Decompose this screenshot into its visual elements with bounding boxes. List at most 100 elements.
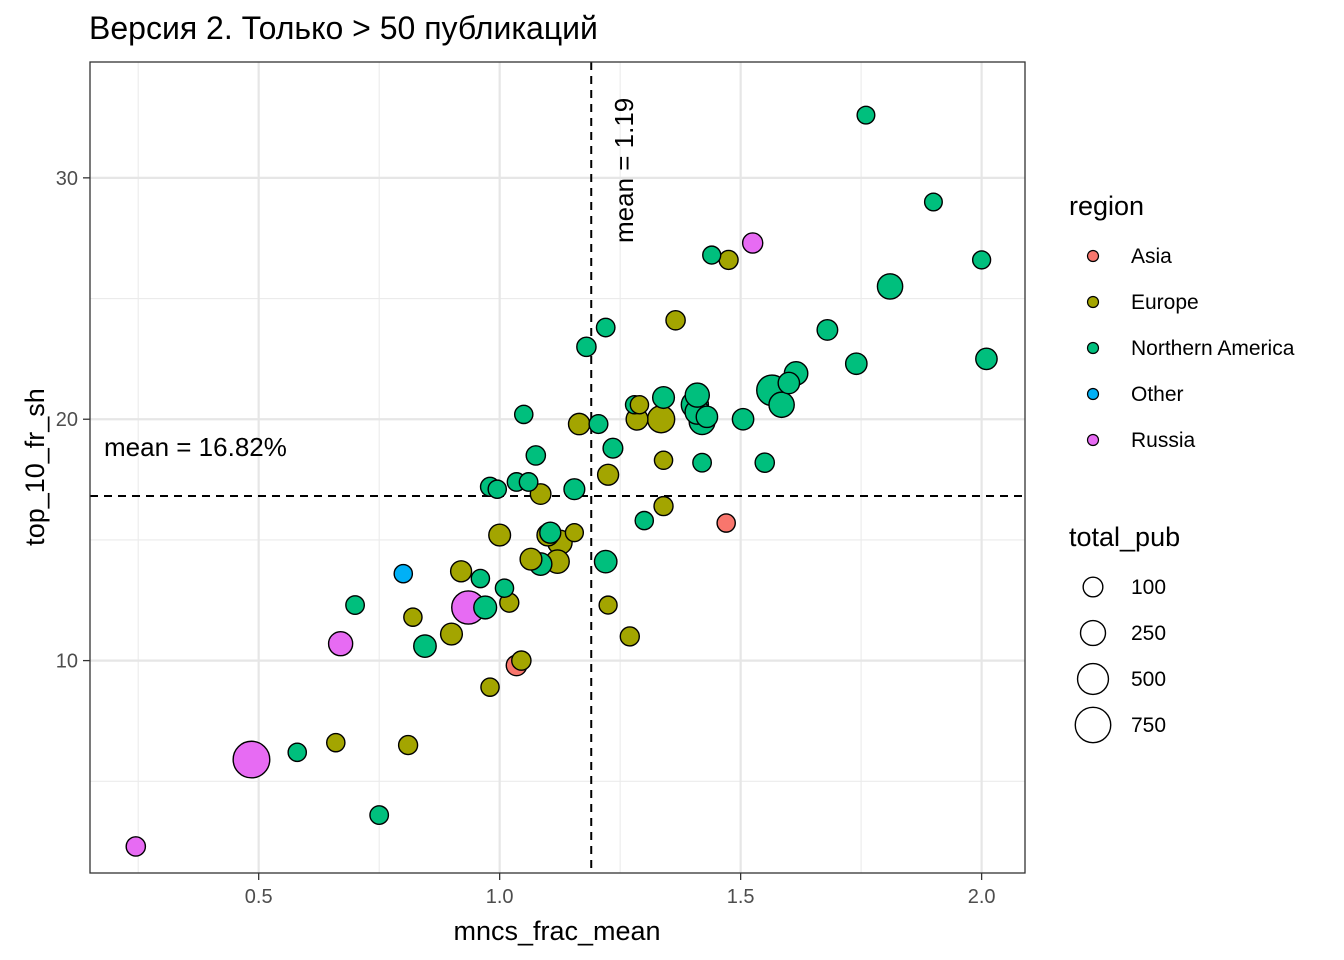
legend-size-label: 100	[1131, 576, 1166, 599]
data-point	[777, 371, 801, 395]
data-point	[513, 404, 534, 425]
legend-region-title: region	[1069, 191, 1144, 221]
data-point	[345, 595, 366, 616]
data-point	[653, 495, 674, 517]
data-point	[596, 463, 620, 486]
y-tick-label: 30	[56, 168, 78, 190]
data-point	[844, 352, 868, 376]
data-point	[397, 734, 419, 756]
data-point	[731, 407, 755, 431]
legend-region-label: Europe	[1131, 291, 1199, 314]
data-point	[563, 478, 586, 501]
data-point	[393, 563, 414, 584]
mean-x-label: mean = 1.19	[609, 98, 639, 243]
mean-lines	[90, 62, 1025, 873]
data-point	[716, 513, 736, 533]
data-point	[125, 836, 147, 857]
data-point	[702, 245, 722, 265]
data-point	[449, 560, 473, 583]
data-point	[856, 105, 876, 125]
legend-size-label: 250	[1131, 622, 1166, 645]
data-point	[327, 630, 354, 657]
mean-y-label: mean = 16.82%	[104, 432, 287, 462]
data-point	[539, 521, 562, 544]
data-point	[975, 347, 998, 371]
legend-region-swatch	[1086, 341, 1100, 355]
data-point	[651, 385, 676, 410]
legend-region-label: Russia	[1131, 429, 1196, 452]
legend-region-swatch	[1086, 295, 1100, 309]
data-point	[741, 232, 764, 254]
legend-size-swatch	[1076, 662, 1110, 696]
data-point	[718, 249, 739, 271]
legend-region: region Asia Europe Northern America Other Ru…	[1069, 191, 1295, 452]
data-point	[629, 394, 650, 415]
legend-size-swatch	[1079, 619, 1107, 647]
data-point	[564, 523, 585, 543]
x-axis-ticks: 0.5 1.0 1.5 2.0	[245, 873, 996, 908]
data-point	[634, 510, 655, 531]
plot-border	[89, 61, 1026, 874]
legend-region-swatch	[1086, 387, 1100, 401]
legend-region-label: Other	[1131, 383, 1184, 406]
data-point	[413, 634, 437, 659]
data-point	[971, 250, 992, 270]
x-tick-label: 2.0	[968, 886, 996, 908]
legend-region-swatch	[1086, 433, 1100, 447]
data-point	[487, 479, 508, 500]
y-tick-label: 20	[56, 409, 78, 431]
data-points	[125, 105, 998, 857]
data-point	[470, 568, 491, 589]
data-point	[754, 452, 776, 473]
data-point	[876, 273, 904, 300]
data-point	[588, 413, 609, 435]
data-point	[619, 626, 640, 647]
x-tick-label: 0.5	[245, 886, 273, 908]
data-point	[473, 595, 498, 620]
data-point	[598, 595, 618, 615]
data-point	[692, 452, 713, 473]
legend-region-label: Asia	[1131, 245, 1172, 268]
data-point	[488, 523, 512, 547]
data-point	[923, 192, 943, 212]
y-axis-title: top_10_fr_sh	[20, 388, 50, 546]
data-point	[567, 412, 591, 436]
y-tick-label: 10	[56, 651, 78, 673]
data-point	[695, 405, 719, 429]
data-point	[287, 742, 308, 763]
x-axis-title: mncs_frac_mean	[453, 916, 660, 946]
data-point	[519, 547, 543, 571]
data-point	[326, 732, 346, 753]
legend-region-swatch	[1086, 249, 1100, 263]
grid-major	[90, 62, 1025, 873]
data-point	[576, 336, 597, 358]
x-tick-label: 1.0	[486, 886, 514, 908]
data-point	[439, 622, 464, 646]
data-point	[653, 450, 674, 471]
data-point	[494, 578, 515, 598]
legend-region-label: Northern America	[1131, 337, 1295, 360]
data-point	[595, 317, 616, 338]
legend-size-swatch	[1074, 706, 1112, 744]
data-point	[593, 549, 618, 574]
data-point	[816, 318, 839, 341]
y-axis-ticks: 10 20 30	[56, 168, 90, 673]
legend-size-label: 750	[1131, 714, 1166, 737]
data-point	[232, 740, 271, 779]
data-point	[403, 607, 423, 627]
legend-total-pub: total_pub 100 250 500 750	[1069, 522, 1180, 744]
data-point	[480, 677, 500, 697]
data-point	[602, 437, 624, 459]
data-point	[525, 445, 547, 466]
x-tick-label: 1.5	[727, 886, 755, 908]
legend-size-swatch	[1082, 576, 1104, 598]
data-point	[518, 472, 539, 492]
data-point	[665, 309, 686, 331]
data-point	[511, 650, 532, 671]
data-point	[768, 391, 795, 419]
data-point	[684, 382, 711, 408]
legend-size-title: total_pub	[1069, 522, 1180, 552]
data-point	[369, 805, 390, 826]
data-point	[646, 404, 676, 434]
